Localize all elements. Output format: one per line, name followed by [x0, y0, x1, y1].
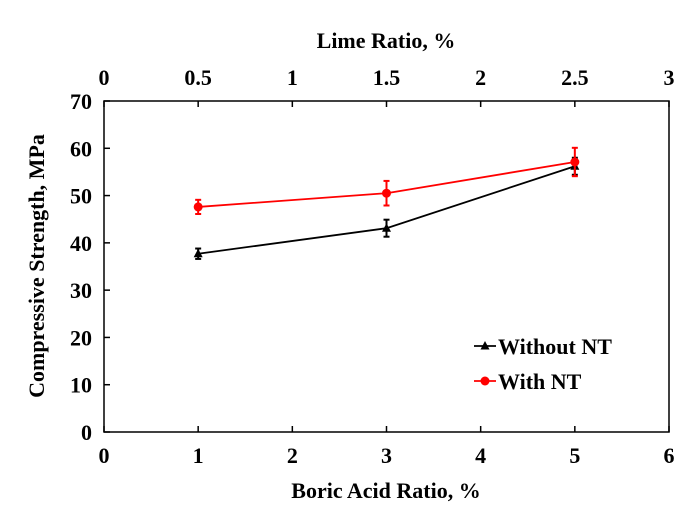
legend-label: Without NT: [498, 334, 612, 359]
x-tick-label: 5: [569, 443, 580, 468]
data-point-triangle: [480, 341, 490, 350]
series-line: [198, 165, 576, 255]
y-tick-label: 50: [70, 184, 92, 209]
y-axis-label: Compressive Strength, MPa: [24, 134, 49, 398]
data-point-circle: [193, 202, 203, 212]
x2-tick-label: 1: [287, 65, 298, 90]
x2-tick-label: 1.5: [373, 65, 401, 90]
y-tick-label: 0: [81, 420, 92, 445]
data-point-triangle: [193, 248, 203, 258]
y-tick-label: 10: [70, 373, 92, 398]
x2-tick-label: 0.5: [184, 65, 212, 90]
series-with-nt: [193, 146, 580, 216]
x2-tick-label: 2: [475, 65, 486, 90]
legend: Without NT With NT: [474, 334, 612, 394]
legend-label: With NT: [498, 369, 582, 394]
x-tick-label: 2: [287, 443, 298, 468]
data-point-circle: [480, 376, 490, 386]
x-tick-label: 3: [381, 443, 392, 468]
y-tick-label: 60: [70, 136, 92, 161]
y-tick-label: 70: [70, 89, 92, 114]
x-tick-label: 0: [99, 443, 110, 468]
data-point-triangle: [382, 223, 391, 232]
series-without-nt: [193, 156, 580, 260]
y-tick-label: 20: [70, 325, 92, 350]
x-axis-label: Boric Acid Ratio, %: [291, 478, 480, 503]
x2-tick-label: 0: [99, 65, 110, 90]
y-tick-label: 30: [70, 278, 92, 303]
y-tick-label: 40: [70, 231, 92, 256]
plot-area: [103, 100, 670, 433]
x2-axis-label: Lime Ratio, %: [317, 28, 456, 53]
data-point-circle: [570, 157, 580, 167]
x2-tick-label: 2.5: [561, 65, 589, 90]
x2-tick-label: 3: [664, 65, 675, 90]
x-tick-label: 1: [193, 443, 204, 468]
x-tick-label: 6: [664, 443, 675, 468]
x-tick-label: 4: [475, 443, 486, 468]
data-point-circle: [382, 188, 391, 198]
